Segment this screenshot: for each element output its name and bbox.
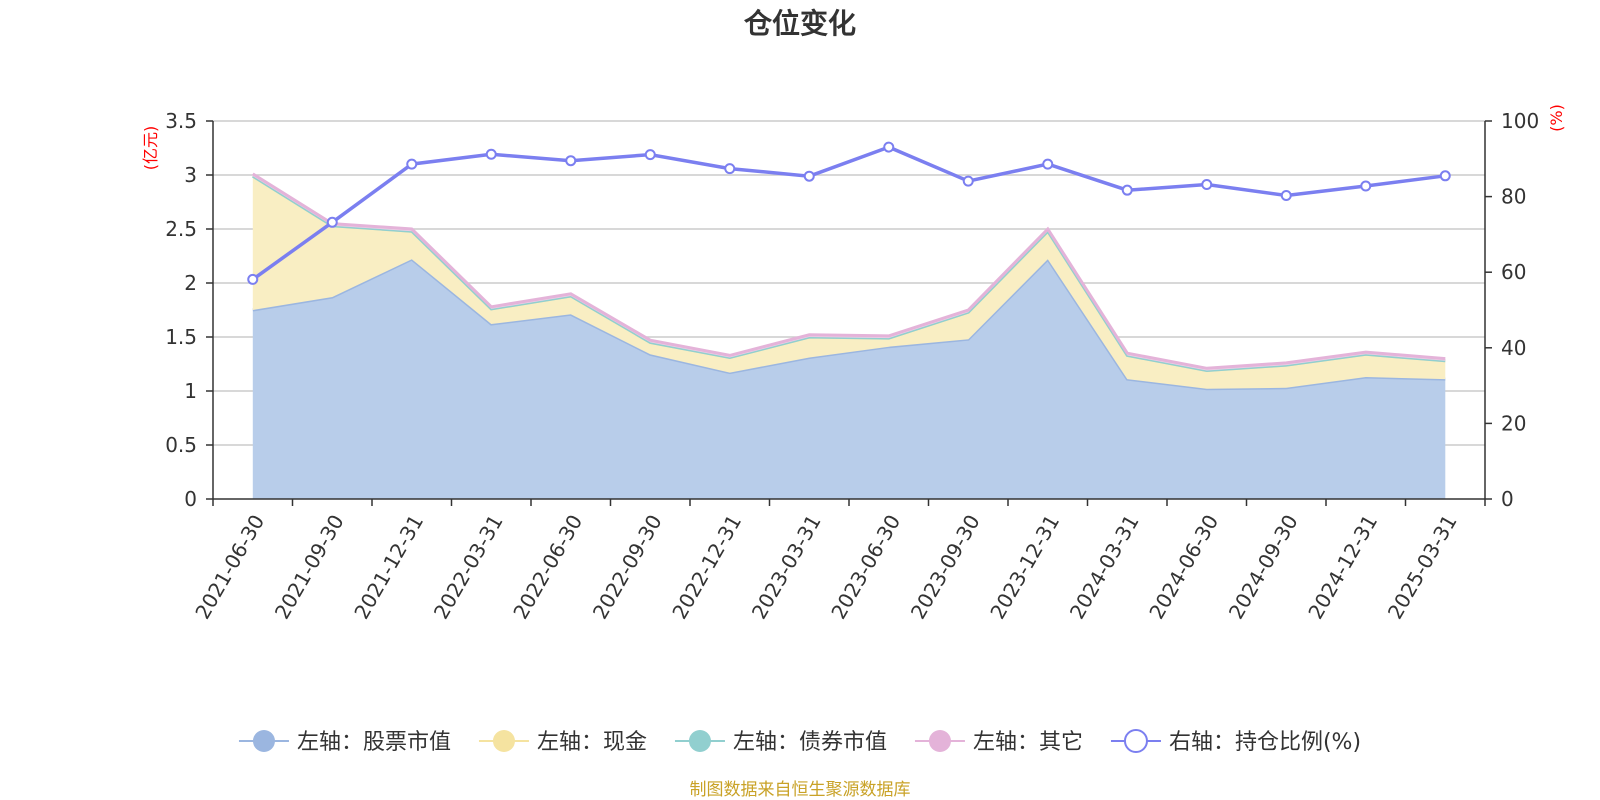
legend-marker-circle	[688, 730, 711, 752]
right-axis-tick-label: 60	[1501, 260, 1526, 284]
legend-label: 右轴：持仓比例(%)	[1169, 730, 1361, 755]
left-axis-tick-label: 1	[184, 379, 197, 403]
left-axis-tick-label: 0	[184, 487, 197, 511]
legend-item: 左轴：股票市值	[238, 730, 451, 755]
ratio-point	[1439, 170, 1451, 182]
left-axis-unit: (亿元)	[141, 126, 160, 171]
x-axis-tick-label: 2024-12-31	[1303, 511, 1382, 624]
legend-item: 右轴：持仓比例(%)	[1110, 729, 1361, 755]
legend-label: 左轴：债券市值	[733, 730, 887, 755]
left-axis-tick-label: 2	[184, 271, 197, 295]
x-axis-tick-label: 2025-03-31	[1383, 511, 1462, 624]
ratio-point	[1201, 179, 1213, 191]
legend-label: 左轴：股票市值	[297, 730, 451, 755]
ratio-point	[644, 149, 656, 161]
area-layer	[252, 172, 1446, 499]
ratio-point	[1121, 184, 1133, 196]
x-axis-tick-label: 2021-09-30	[270, 511, 349, 624]
right-axis-tick-label: 0	[1501, 487, 1514, 511]
legend-marker-circle	[252, 730, 275, 752]
right-axis-tick-label: 80	[1501, 185, 1526, 209]
ratio-point	[485, 148, 497, 160]
legend-item: 左轴：其它	[914, 730, 1083, 755]
area-fill-series-0	[252, 259, 1446, 499]
x-axis-tick-label: 2022-06-30	[508, 511, 587, 624]
ratio-point	[406, 158, 418, 170]
x-axis-tick-label: 2022-09-30	[588, 511, 667, 624]
x-axis-tick-label: 2023-09-30	[906, 511, 985, 624]
left-axis-tick-label: 1.5	[165, 325, 197, 349]
x-axis-tick-label: 2022-03-31	[429, 511, 508, 624]
legend: 左轴：股票市值 左轴：现金 左轴：债券市值 左轴：其它 右轴：持仓比例(%)	[238, 729, 1361, 755]
area-edge-series-3	[252, 172, 1446, 370]
legend-item: 左轴：现金	[478, 730, 647, 755]
right-axis-unit: (%)	[1547, 104, 1566, 132]
left-axis-tick-label: 2.5	[165, 217, 197, 241]
left-axis-tick-label: 3.5	[165, 109, 197, 133]
x-axis-tick-label: 2022-12-31	[667, 511, 746, 624]
ratio-point	[883, 141, 895, 153]
right-axis-tick-label: 20	[1501, 411, 1526, 435]
x-axis-tick-label: 2024-06-30	[1144, 511, 1223, 624]
right-axis-tick-label: 40	[1501, 336, 1526, 360]
ratio-point	[1360, 180, 1372, 192]
ratio-point	[247, 273, 259, 285]
ratio-point	[1042, 158, 1054, 170]
x-axis-tick-label: 2023-03-31	[747, 511, 826, 624]
line-layer	[247, 141, 1451, 285]
x-axis-tick-label: 2024-09-30	[1224, 511, 1303, 624]
x-axis-tick-label: 2021-12-31	[349, 511, 428, 624]
legend-marker-circle	[492, 730, 515, 752]
ratio-point	[803, 170, 815, 182]
x-axis-tick-label: 2024-03-31	[1065, 511, 1144, 624]
x-axis-tick-label: 2023-12-31	[985, 511, 1064, 624]
ratio-line	[251, 145, 1446, 281]
legend-marker-circle	[1123, 729, 1148, 753]
left-axis-tick-label: 3	[184, 163, 197, 187]
legend-label: 左轴：其它	[973, 730, 1083, 755]
ratio-point	[962, 175, 974, 187]
data-source-note: 制图数据来自恒生聚源数据库	[690, 780, 911, 800]
ratio-point	[326, 216, 338, 228]
chart-title: 仓位变化	[744, 7, 856, 40]
legend-item: 左轴：债券市值	[674, 730, 887, 755]
x-axis-tick-label: 2021-06-30	[190, 511, 269, 624]
legend-marker-circle	[928, 730, 951, 752]
ratio-point	[724, 163, 736, 175]
left-axis-tick-label: 0.5	[165, 433, 197, 457]
ratio-point	[565, 155, 577, 167]
right-axis-tick-label: 100	[1501, 109, 1539, 133]
legend-label: 左轴：现金	[537, 730, 647, 755]
area-fill-series-1	[252, 176, 1446, 389]
x-axis-tick-label: 2023-06-30	[826, 511, 905, 624]
ratio-point	[1280, 189, 1292, 201]
